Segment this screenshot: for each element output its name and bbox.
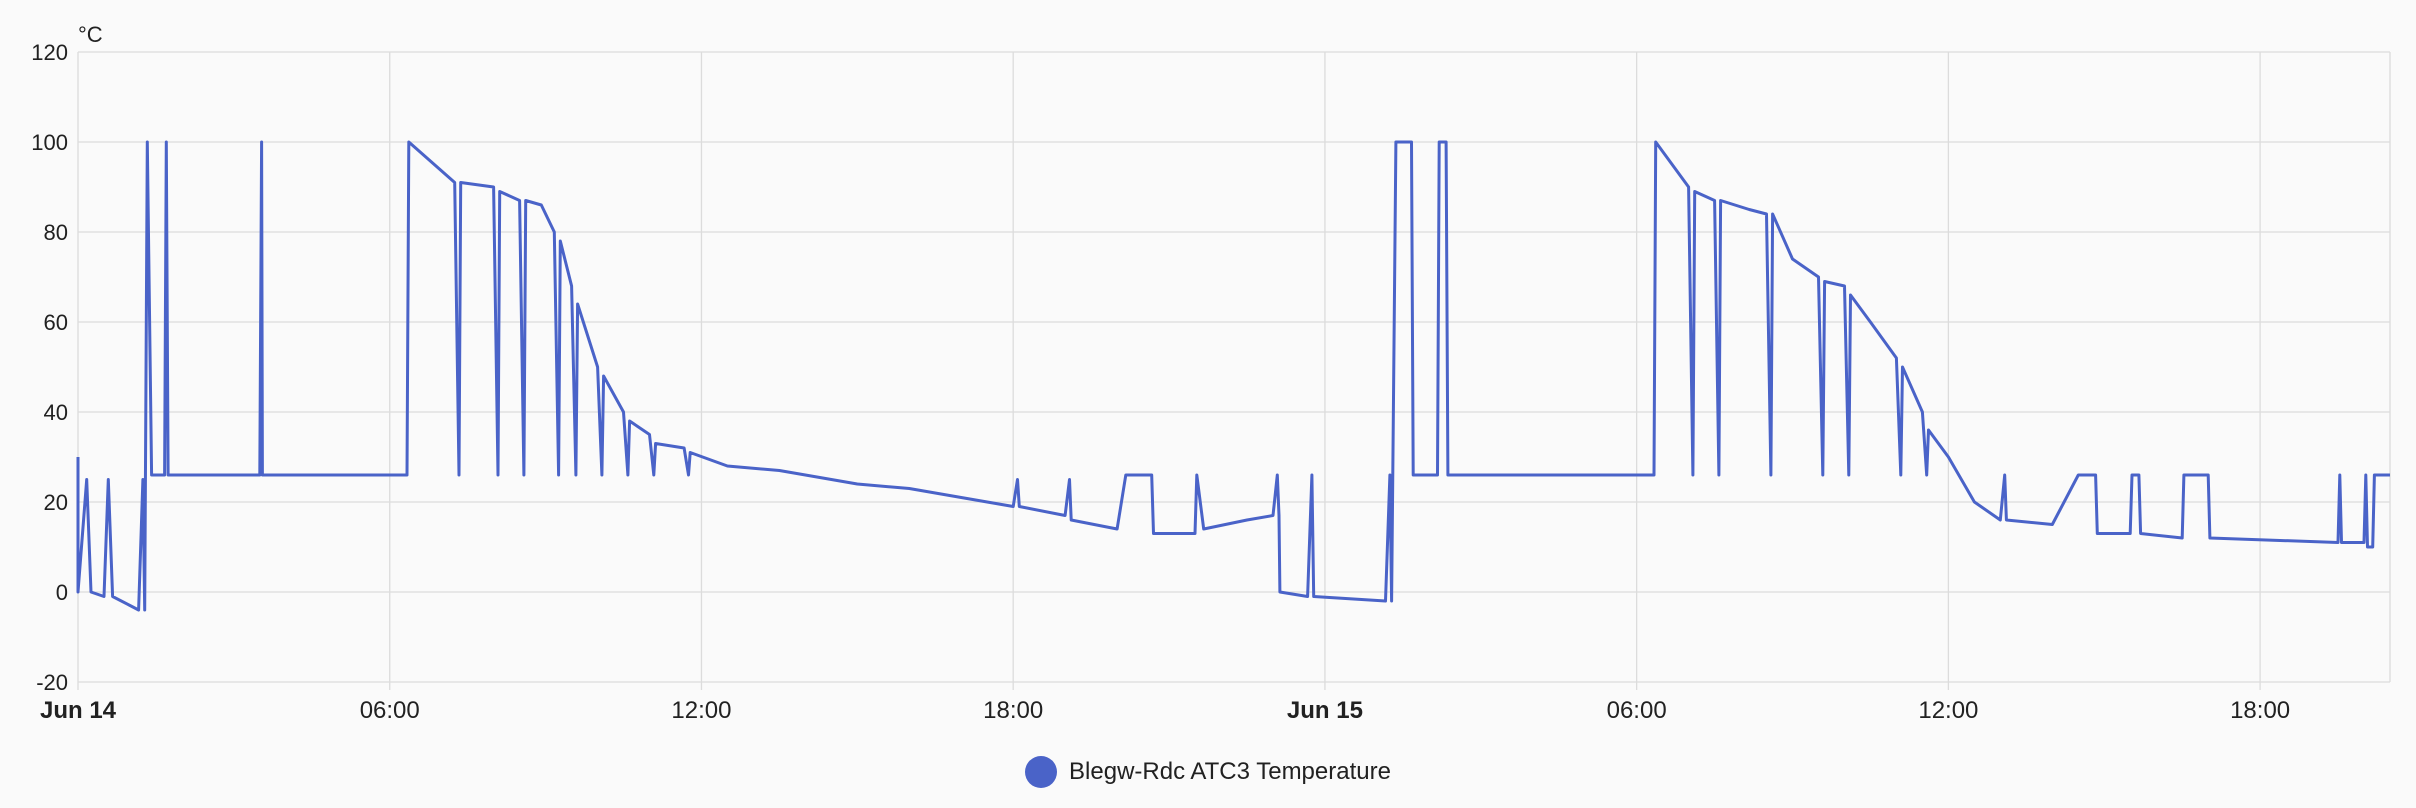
series[interactable]: [76, 140, 2391, 612]
x-tick-label: Jun 14: [40, 697, 117, 724]
x-tick-label: 06:00: [1607, 697, 1667, 724]
legend-item[interactable]: Blegw-Rdc ATC3 Temperature: [1025, 756, 1391, 788]
y-axis-ticks: 120 100 80 60 40 20 0 -20: [31, 40, 68, 695]
legend-label: Blegw-Rdc ATC3 Temperature: [1069, 758, 1391, 785]
series-line-0[interactable]: [76, 140, 2390, 612]
legend: Blegw-Rdc ATC3 Temperature: [0, 750, 2416, 794]
y-tick-label: 60: [44, 310, 68, 335]
series-color-dot-icon: [1025, 756, 1058, 788]
y-tick-label: 20: [44, 490, 68, 515]
y-axis-unit-label: °C: [78, 22, 103, 47]
y-tick-label: 100: [31, 130, 68, 155]
x-tick-label: 06:00: [360, 697, 420, 724]
y-tick-label: -20: [36, 670, 68, 695]
y-tick-label: 0: [56, 580, 68, 605]
y-tick-label: 40: [44, 400, 68, 425]
grid: [77, 51, 2391, 690]
x-axis-ticks: Jun 14 06:00 12:00 18:00 Jun 15 06:00 12:00 18:…: [40, 697, 2290, 724]
x-tick-label: 12:00: [1918, 697, 1978, 724]
x-tick-label: 18:00: [2230, 697, 2290, 724]
x-tick-label: 12:00: [671, 697, 731, 724]
y-tick-label: 80: [44, 220, 68, 245]
x-tick-label: Jun 15: [1287, 697, 1363, 724]
x-tick-label: 18:00: [983, 697, 1043, 724]
y-tick-label: 120: [31, 40, 68, 65]
